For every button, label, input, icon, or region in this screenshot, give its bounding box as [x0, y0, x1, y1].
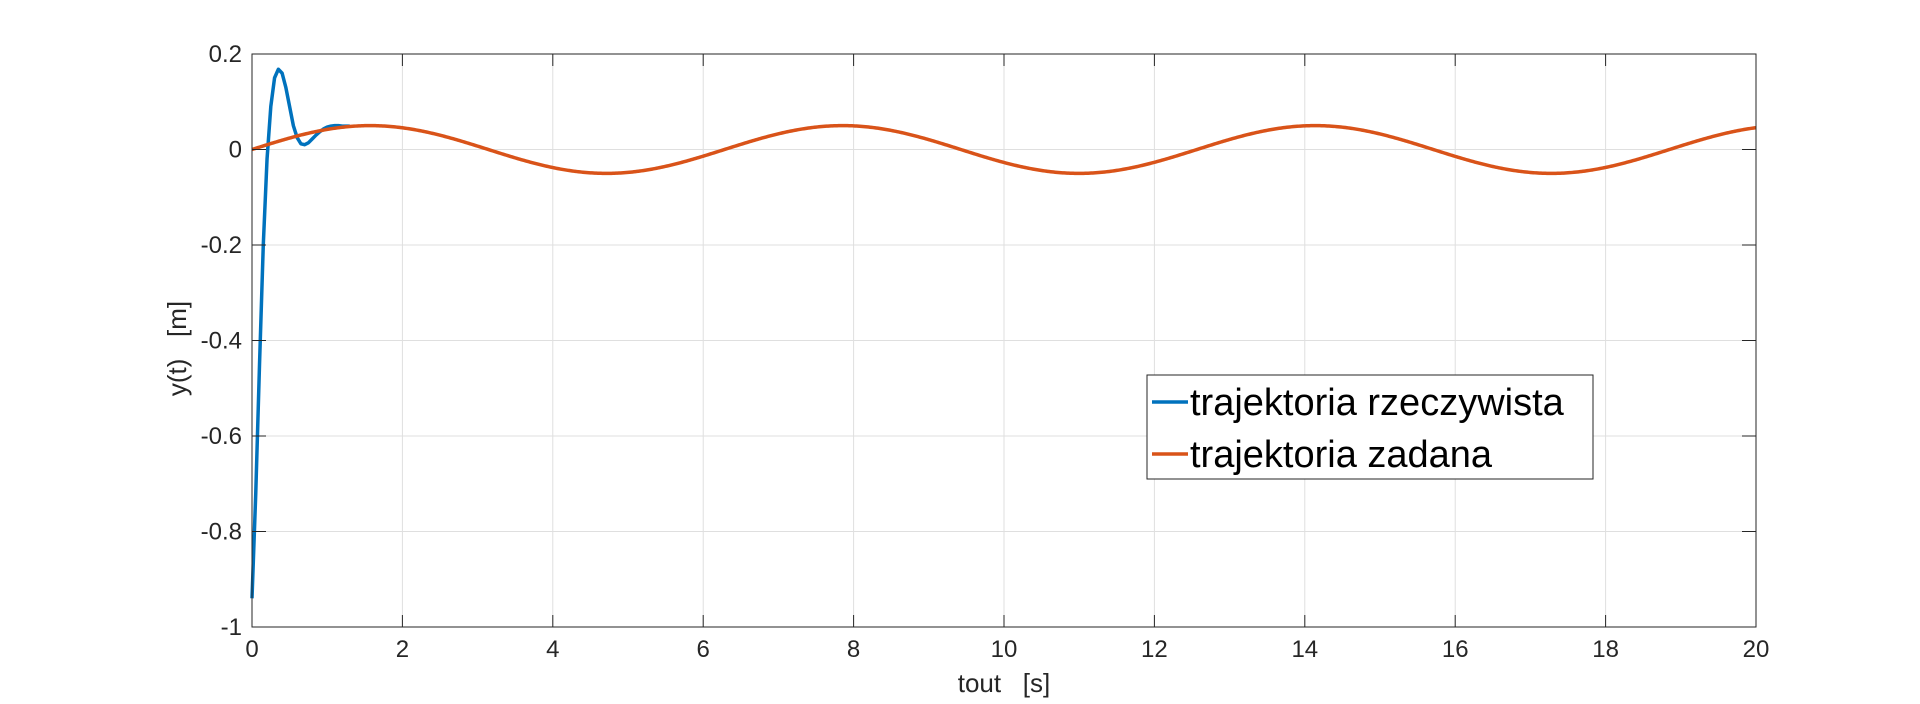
x-tick-label: 6 [697, 636, 710, 663]
x-tick-label: 0 [245, 636, 258, 663]
y-tick-label: 0 [229, 137, 242, 164]
y-tick-label: -0.8 [201, 519, 242, 546]
series-line-zadana [251, 123, 1757, 176]
x-tick-label: 20 [1743, 636, 1770, 663]
x-axis-label: tout [s] [958, 668, 1051, 698]
x-tick-label: 2 [396, 636, 409, 663]
x-tick-label: 14 [1291, 636, 1318, 663]
x-tick-label: 4 [546, 636, 559, 663]
y-tick-label: -1 [221, 614, 242, 641]
legend-label-zadana: trajektoria zadana [1190, 434, 1493, 476]
y-axis-label: y(t) [m] [162, 301, 192, 396]
grid [252, 54, 1756, 627]
x-tick-label: 12 [1141, 636, 1168, 663]
series-layer [250, 67, 1757, 599]
y-tick-label: -0.4 [201, 328, 242, 355]
x-tick-label: 10 [991, 636, 1018, 663]
legend-box [1146, 374, 1594, 480]
tick-labels: 0 2 4 6 8 10 12 14 16 18 20 -1 -0.8 -0.6 -0.4 -0.2 0 0.2 [201, 41, 1770, 663]
ticks [251, 53, 1757, 628]
legend: trajektoria rzeczywista trajektoria zada… [1146, 374, 1594, 480]
y-tick-label: -0.2 [201, 232, 242, 259]
x-tick-label: 16 [1442, 636, 1469, 663]
y-tick-label: 0.2 [209, 41, 242, 68]
legend-label-rzeczywista: trajektoria rzeczywista [1190, 382, 1565, 424]
y-tick-label: -0.6 [201, 423, 242, 450]
series-line-rzeczywista [250, 67, 350, 599]
x-tick-label: 8 [847, 636, 860, 663]
x-tick-label: 18 [1592, 636, 1619, 663]
